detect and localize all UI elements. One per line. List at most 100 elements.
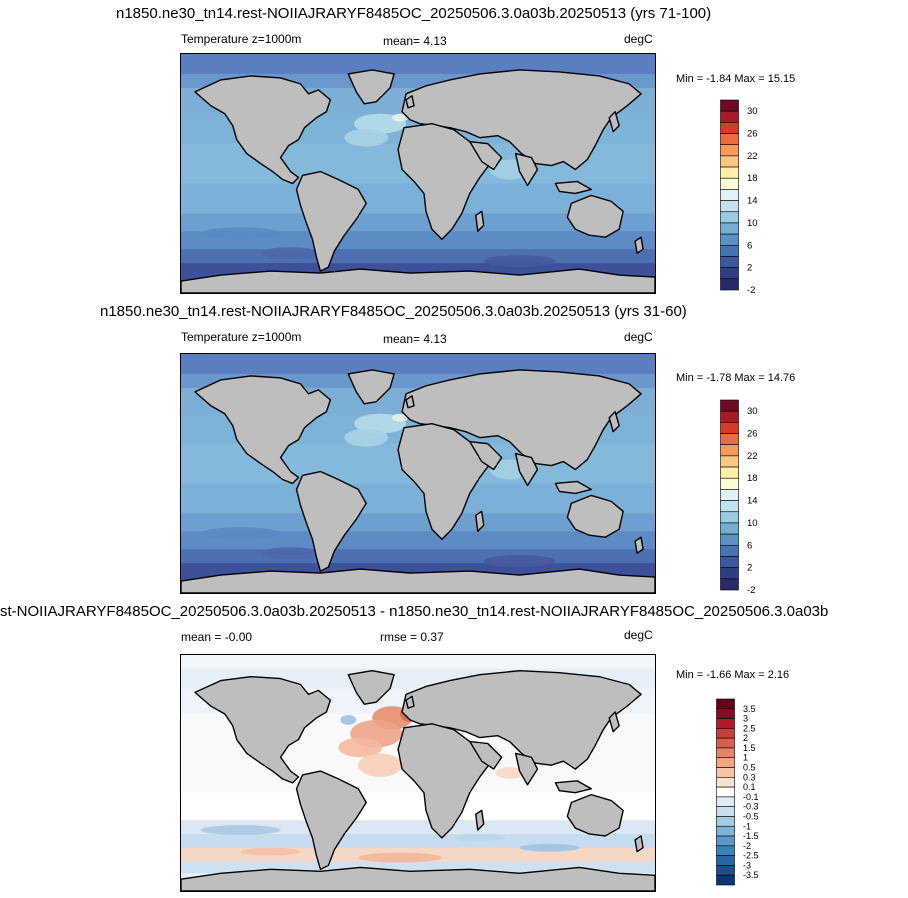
- land-japan: [608, 111, 620, 133]
- colorbar-tick-label: -2: [747, 285, 755, 296]
- panel-1-colorbar: 30 26 22 18 14 10 6 2 -2: [720, 99, 780, 296]
- colorbar-tick-label: 2: [743, 733, 748, 743]
- colorbar-swatch: [720, 267, 739, 280]
- land-africa: [397, 723, 493, 839]
- colorbar-tick-label: 6: [747, 540, 752, 551]
- land-indonesia: [554, 180, 592, 195]
- land-greenland: [347, 369, 395, 405]
- land-arabia: [469, 140, 503, 171]
- colorbar-swatch: [720, 122, 739, 134]
- land-antarctica: [181, 866, 655, 891]
- panel-1-mean-label: mean= 4.13: [383, 34, 447, 48]
- ocean-anomaly-patch: [338, 737, 383, 758]
- colorbar-tick-label: 0.3: [743, 772, 756, 782]
- colorbar-tick-label: -2: [743, 841, 751, 851]
- land-indonesia: [554, 780, 592, 794]
- ocean-anomaly-patch: [392, 413, 409, 422]
- colorbar-swatch: [716, 786, 735, 798]
- ocean-band: [181, 549, 655, 564]
- panel-2-minmax-label: Min = -1.78 Max = 14.76: [676, 372, 796, 384]
- colorbar-tick-label: 26: [747, 429, 758, 440]
- colorbar-swatch: [720, 99, 739, 112]
- land-japan: [608, 711, 620, 733]
- panel-1-map: [180, 53, 656, 294]
- colorbar-tick-label: 3.5: [743, 704, 756, 714]
- ocean-anomaly-patch: [340, 714, 357, 725]
- colorbar-swatch: [720, 544, 739, 557]
- land-india: [514, 152, 539, 187]
- colorbar-tick-label: -1: [743, 821, 751, 831]
- colorbar-swatch: [716, 855, 735, 866]
- ocean-anomaly-patch: [519, 843, 580, 852]
- colorbar-tick-label: 2: [747, 563, 752, 574]
- colorbar-tick-label: 22: [747, 151, 758, 162]
- ocean-band: [181, 655, 655, 670]
- colorbar-swatch: [720, 211, 739, 224]
- land-new-zealand: [634, 236, 644, 254]
- colorbar-swatch: [720, 477, 739, 490]
- panel-1-units-label: degC: [624, 32, 653, 46]
- land-madagascar: [475, 210, 485, 232]
- land-south-america: [295, 470, 367, 572]
- map-canvas: [181, 354, 655, 593]
- land-australia: [566, 793, 624, 837]
- land-south-america: [295, 770, 367, 871]
- ocean-anomaly-patch: [483, 255, 556, 268]
- land-eurasia: [401, 369, 642, 471]
- colorbar-swatch: [720, 200, 739, 213]
- ocean-anomaly-patch: [392, 113, 409, 122]
- ocean-anomaly-patch: [260, 547, 321, 560]
- land-arabia: [469, 440, 503, 471]
- ocean-band: [181, 531, 655, 550]
- colorbar-tick-label: 2.5: [743, 723, 756, 733]
- land-australia: [566, 194, 624, 238]
- panel-1-variable-label: Temperature z=1000m: [181, 32, 302, 46]
- ocean-band: [181, 820, 655, 835]
- colorbar-swatch: [716, 698, 735, 710]
- panel-3-map: [180, 654, 656, 892]
- land-greenland: [347, 670, 395, 705]
- ocean-anomaly-patch: [344, 428, 389, 447]
- land-north-america: [194, 675, 332, 784]
- colorbar-swatch: [720, 567, 739, 580]
- land-new-zealand: [634, 536, 644, 554]
- colorbar-swatch: [720, 533, 739, 546]
- panel-2-variable-label: Temperature z=1000m: [181, 330, 302, 344]
- land-south-america: [295, 170, 367, 272]
- colorbar-tick-label: 18: [747, 173, 758, 184]
- land-antarctica: [181, 568, 655, 593]
- land-north-america: [194, 75, 332, 185]
- colorbar-tick-label: 3: [743, 714, 748, 724]
- panel-3-rmse-label: rmse = 0.37: [380, 630, 444, 644]
- colorbar-tick-label: 14: [747, 496, 758, 507]
- panel-2-map: [180, 353, 656, 594]
- map-canvas: [181, 54, 655, 293]
- colorbar-swatch: [720, 556, 739, 568]
- land-greenland: [347, 69, 395, 105]
- colorbar-tick-label: 0.1: [743, 782, 756, 792]
- ocean-anomaly-patch: [260, 247, 321, 260]
- panel-2-mean-label: mean= 4.13: [383, 332, 447, 346]
- ocean-band: [181, 513, 655, 532]
- land-madagascar: [475, 510, 485, 532]
- colorbar-tick-label: -3: [743, 860, 751, 870]
- colorbar-tick-label: -0.1: [743, 792, 759, 802]
- colorbar-tick-label: 2: [747, 263, 752, 274]
- colorbar-swatch: [720, 222, 739, 235]
- ocean-anomaly-patch: [344, 128, 389, 147]
- colorbar-swatch: [720, 466, 739, 479]
- colorbar-tick-label: 6: [747, 240, 752, 251]
- panel-2-colorbar: 30 26 22 18 14 10 6 2 -2: [720, 399, 780, 596]
- colorbar-swatch: [716, 718, 735, 729]
- colorbar-swatch: [720, 500, 739, 513]
- map-canvas: [181, 655, 655, 891]
- land-antarctica: [181, 268, 655, 293]
- ocean-anomaly-patch: [483, 555, 556, 568]
- panel-1-minmax-label: Min = -1.84 Max = 15.15: [676, 73, 796, 85]
- colorbar-tick-label: -3.5: [743, 870, 759, 880]
- colorbar-swatch: [716, 728, 735, 739]
- panel-3-mean-label: mean = -0.00: [181, 630, 253, 644]
- colorbar-swatch: [720, 489, 739, 501]
- colorbar-swatch: [720, 455, 739, 468]
- land-uk: [405, 695, 415, 709]
